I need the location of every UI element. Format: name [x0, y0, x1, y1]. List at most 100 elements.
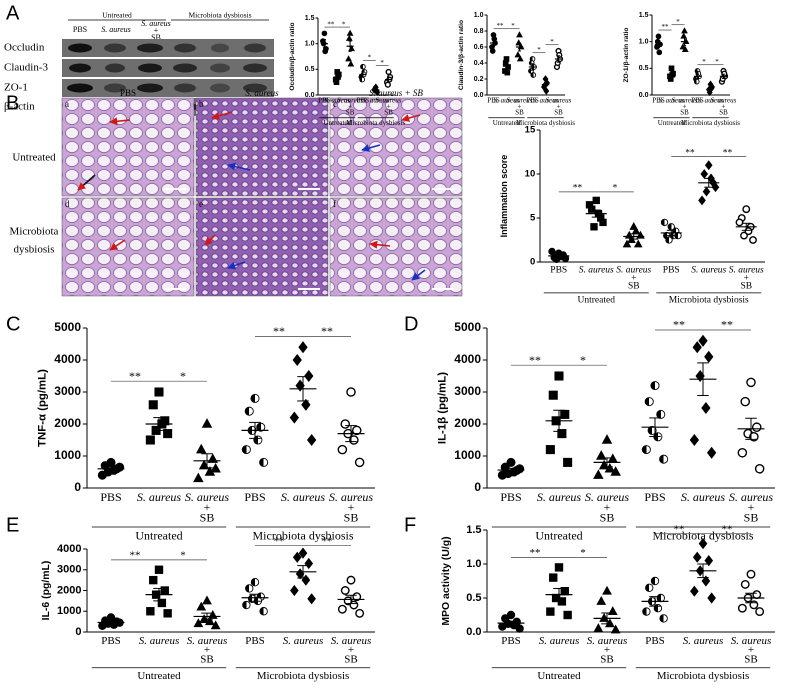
x-tick-label: S. aureus [507, 97, 533, 105]
data-point [719, 75, 726, 83]
x-tick-label: SB [744, 510, 759, 524]
group-label: Untreated [135, 528, 182, 542]
data-point [384, 81, 391, 88]
significance-label: * [511, 22, 515, 30]
group-label: Microbiota dysbiosis [346, 119, 405, 127]
data-point [504, 69, 511, 76]
y-tick-label: 0.5 [466, 592, 481, 604]
data-point [601, 434, 613, 444]
y-tick-label: 1000 [57, 605, 81, 617]
y-tick-label: 4000 [454, 352, 481, 366]
y-axis-title: Claudin-3/β-actin ratio [458, 20, 465, 90]
error-bar [741, 222, 751, 231]
y-tick-label: 1.5 [305, 15, 315, 22]
error-bar [387, 76, 391, 83]
data-point [345, 55, 352, 62]
data-point [321, 30, 328, 37]
y-tick-label: 2000 [454, 416, 481, 430]
significance-label: * [368, 54, 372, 62]
data-point [585, 201, 594, 209]
error-bar [201, 453, 213, 469]
x-tick-label: + [557, 103, 561, 111]
x-tick-label: + [604, 644, 610, 656]
data-point [698, 195, 706, 206]
blot-band [173, 63, 197, 73]
data-point [306, 433, 317, 447]
data-point [337, 604, 347, 614]
data-point [650, 576, 660, 586]
y-tick-label: 1.5 [466, 524, 481, 536]
error-bar [745, 417, 757, 440]
image-letter: a [65, 99, 69, 109]
data-point [665, 236, 673, 244]
y-tick-label: 0 [530, 257, 535, 268]
data-point [746, 377, 756, 388]
data-point [548, 390, 558, 400]
x-tick-label: S. aureus [139, 635, 180, 647]
x-tick-label: SB [628, 281, 640, 291]
blot-band [243, 83, 267, 93]
group-label: Untreated [535, 528, 582, 542]
data-point [506, 457, 516, 467]
blot-row-label: ZO-1 [4, 82, 28, 94]
x-tick-label: SB [344, 654, 357, 666]
data-point [497, 470, 507, 480]
blot-band [69, 63, 91, 73]
x-tick-label: SB [680, 108, 689, 116]
x-tick-label: PBS [357, 97, 370, 105]
x-tick-label: + [744, 273, 749, 283]
data-point [596, 595, 607, 605]
data-point [198, 459, 210, 470]
x-tick-label: SB [384, 108, 393, 116]
blot-strip [62, 79, 274, 97]
x-tick-label: PBS [550, 265, 567, 275]
significance-label: ** [321, 324, 333, 338]
x-tick-label: S. aureus [533, 97, 559, 105]
error-bar [374, 88, 378, 92]
y-axis-title: ZO-1/β-actin ratio [623, 28, 630, 83]
y-axis-title: IL-1β (pg/mL) [437, 372, 449, 444]
histology-row-label: dysbiosis [14, 244, 55, 256]
data-point [749, 432, 759, 442]
data-point [202, 595, 212, 605]
data-point [563, 610, 572, 620]
error-bar [556, 55, 561, 63]
error-bar [697, 362, 709, 397]
blot-row-label: Occludin [4, 42, 45, 54]
y-tick-label: 0.0 [466, 626, 481, 638]
x-tick-label: S. aureus [731, 635, 772, 647]
error-bar [656, 40, 661, 49]
data-point [704, 350, 714, 363]
data-point [333, 79, 340, 85]
data-point [689, 433, 700, 447]
data-point [656, 49, 663, 56]
data-point [354, 457, 365, 468]
data-point [754, 464, 765, 474]
group-label: Untreated [578, 296, 616, 306]
data-point [337, 444, 348, 455]
data-point [241, 445, 251, 455]
histology-image [329, 97, 463, 197]
y-tick-label: 2000 [57, 584, 81, 596]
scale-bar [164, 188, 186, 190]
data-point [205, 616, 215, 626]
blot-row-label: β-actin [4, 101, 35, 113]
data-point [298, 547, 308, 559]
error-bar [530, 63, 535, 71]
arrow [211, 111, 233, 120]
panel-label: A [6, 2, 20, 24]
data-point [528, 60, 535, 66]
arrow [401, 114, 421, 122]
data-point [695, 70, 702, 77]
error-bar [249, 421, 261, 439]
x-tick-label: SB [740, 281, 752, 291]
x-tick-label: SB [344, 510, 359, 524]
data-point [593, 469, 604, 479]
data-point [489, 48, 496, 54]
arrow [227, 162, 251, 171]
group-label: Untreated [658, 119, 686, 127]
x-tick-label: S. aureus [698, 97, 724, 105]
data-point [735, 218, 744, 227]
significance-label: * [676, 18, 680, 26]
data-point [340, 419, 351, 429]
